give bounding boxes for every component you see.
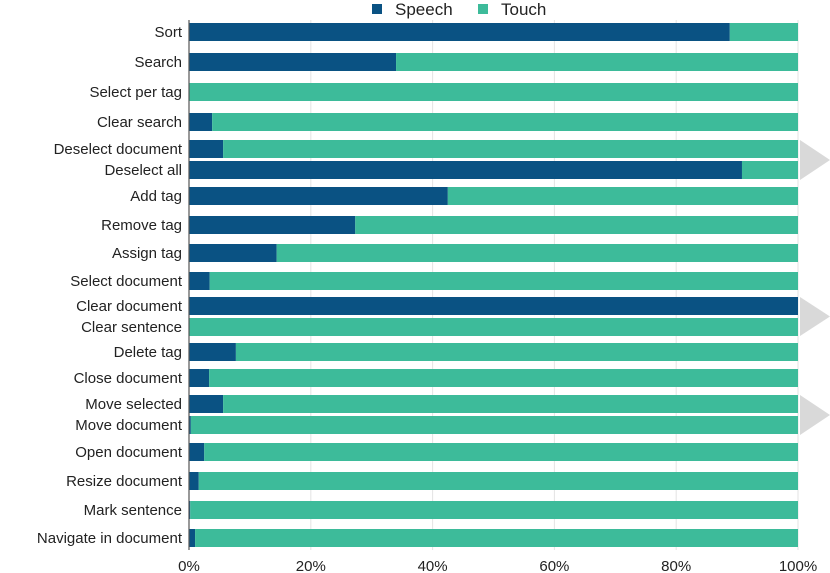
legend-swatch-touch — [478, 4, 488, 14]
bar-speech — [189, 113, 213, 131]
bar-speech — [189, 161, 742, 179]
bar-touch — [190, 501, 798, 519]
bar-touch — [235, 343, 798, 361]
category-label: Open document — [75, 444, 183, 461]
bar-speech — [189, 369, 210, 387]
category-label: Deselect all — [104, 162, 182, 179]
pair-arrow-marker — [800, 395, 830, 435]
bar-touch — [212, 113, 799, 131]
category-label: Sort — [154, 24, 182, 41]
bar-speech — [189, 343, 236, 361]
x-tick-label: 80% — [661, 558, 691, 573]
bar-speech — [189, 443, 205, 461]
bar-touch — [447, 187, 798, 205]
bar-speech — [189, 297, 798, 315]
pair-arrow-marker — [800, 140, 830, 180]
legend-label: Touch — [501, 0, 546, 19]
category-label: Remove tag — [101, 217, 182, 234]
bar-speech — [189, 216, 356, 234]
bar-touch — [195, 529, 799, 547]
legend-swatch-speech — [372, 4, 382, 14]
category-label: Close document — [74, 370, 183, 387]
bar-touch — [729, 23, 798, 41]
category-label: Add tag — [130, 188, 182, 205]
category-label: Clear sentence — [81, 319, 182, 336]
bar-touch — [355, 216, 798, 234]
x-tick-label: 100% — [779, 558, 817, 573]
bar-speech — [189, 140, 224, 158]
bar-touch — [209, 369, 799, 387]
category-label: Search — [134, 54, 182, 71]
category-label: Clear document — [76, 298, 183, 315]
bar-touch — [209, 272, 798, 290]
category-label: Delete tag — [114, 344, 182, 361]
category-label: Select per tag — [89, 84, 182, 101]
category-label: Assign tag — [112, 245, 182, 262]
category-label: Resize document — [66, 473, 183, 490]
x-tick-label: 0% — [178, 558, 200, 573]
category-label: Move document — [75, 417, 183, 434]
bar-speech — [189, 395, 224, 413]
bar-speech — [189, 529, 196, 547]
bar-touch — [189, 318, 798, 336]
bar-touch — [276, 244, 798, 262]
bar-speech — [189, 472, 199, 490]
bar-speech — [189, 187, 448, 205]
x-tick-label: 40% — [418, 558, 448, 573]
bar-speech — [189, 244, 277, 262]
bar-speech — [189, 416, 191, 434]
bar-speech — [189, 501, 191, 519]
bar-touch — [189, 83, 798, 101]
bar-speech — [189, 53, 397, 71]
bar-touch — [741, 161, 798, 179]
bar-speech — [189, 23, 730, 41]
bar-touch — [223, 395, 798, 413]
category-label: Clear search — [97, 114, 182, 131]
category-label: Navigate in document — [37, 530, 183, 547]
legend-label: Speech — [395, 0, 453, 19]
bar-touch — [396, 53, 798, 71]
x-tick-label: 20% — [296, 558, 326, 573]
bar-speech — [189, 272, 210, 290]
bar-touch — [198, 472, 798, 490]
bar-touch — [223, 140, 798, 158]
category-label: Deselect document — [54, 141, 183, 158]
category-label: Move selected — [85, 396, 182, 413]
pair-arrow-marker — [800, 297, 830, 336]
x-tick-label: 60% — [539, 558, 569, 573]
category-label: Select document — [70, 273, 183, 290]
bar-touch — [190, 416, 798, 434]
bar-touch — [204, 443, 799, 461]
category-label: Mark sentence — [84, 502, 182, 519]
